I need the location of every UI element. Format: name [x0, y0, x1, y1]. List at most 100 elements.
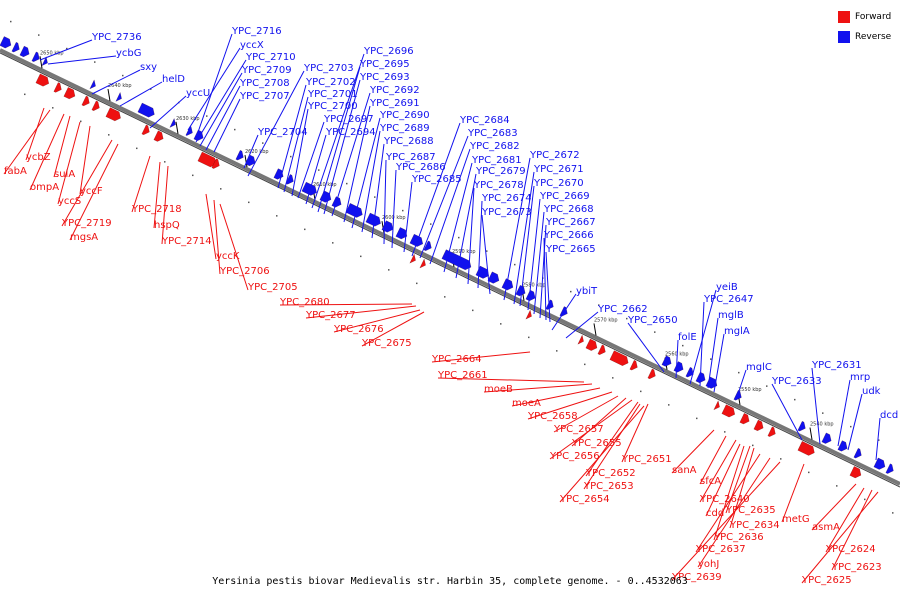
- tick-label: 2590 kbp: [452, 249, 476, 255]
- gene-label: YPC_2688: [383, 136, 434, 147]
- gene-label: YPC_2674: [481, 193, 532, 204]
- forward-gene: [419, 258, 426, 269]
- leader-line: [455, 173, 477, 279]
- gene-label: cdd: [706, 508, 724, 519]
- reverse-gene: [685, 366, 694, 378]
- spacer-dot: [738, 371, 740, 374]
- spacer-dot: [304, 228, 306, 231]
- tick-label: 2620 kbp: [245, 149, 269, 155]
- reverse-gene: [853, 447, 862, 459]
- leader-line: [705, 443, 741, 517]
- forward-swatch: [838, 11, 850, 23]
- gene-label: YPC_2681: [471, 155, 522, 166]
- spacer-dot: [416, 282, 418, 285]
- gene-label: udk: [862, 386, 881, 397]
- reverse-gene: [797, 420, 806, 432]
- reverse-gene: [0, 36, 12, 49]
- spacer-dot: [794, 398, 796, 401]
- gene-label: moeA: [512, 398, 541, 409]
- gene-label: mglB: [718, 310, 744, 321]
- gene-label: YPC_2670: [533, 178, 584, 189]
- gene-label: YPC_2719: [61, 218, 112, 229]
- gene-label: YPC_2624: [825, 544, 876, 555]
- leader-line: [431, 351, 531, 363]
- gene-label: yohJ: [698, 559, 719, 570]
- leader-line: [411, 122, 461, 257]
- reverse-gene: [41, 55, 48, 67]
- spacer-dot: [458, 236, 460, 239]
- gene-label: sulA: [54, 169, 75, 180]
- gene-label: fabA: [4, 166, 27, 177]
- genome-caption: Yersinia pestis biovar Medievalis str. H…: [212, 576, 688, 587]
- tick-label: 2650 kbp: [40, 50, 64, 56]
- spacer-dot: [38, 34, 40, 36]
- gene-label: YPC_2703: [303, 63, 354, 74]
- gene-label: YPC_2666: [543, 230, 594, 241]
- gene-label: YPC_2658: [527, 411, 578, 422]
- forward-gene: [525, 309, 532, 320]
- leader-line: [699, 435, 727, 485]
- reverse-gene: [821, 432, 832, 444]
- spacer-dot: [626, 317, 628, 320]
- gene-label: YPC_2709: [241, 65, 292, 76]
- tick-mark: [39, 56, 43, 69]
- leader-line: [371, 143, 385, 239]
- reverse-gene: [673, 361, 684, 373]
- gene-label: YPC_2657: [553, 424, 604, 435]
- leader-line: [383, 159, 387, 245]
- gene-label: YPC_2680: [279, 297, 330, 308]
- spacer-dot: [192, 174, 194, 177]
- spacer-dot: [864, 498, 866, 501]
- spacer-dot: [108, 134, 110, 136]
- leader-line: [351, 117, 381, 229]
- gene-label: YPC_2647: [703, 294, 754, 305]
- leader-line: [305, 134, 327, 205]
- reverse-gene: [837, 440, 848, 452]
- genome-axis: [0, 48, 900, 486]
- spacer-dot: [640, 390, 642, 393]
- gene-label: yccK: [216, 251, 240, 262]
- reverse-gene: [525, 289, 536, 302]
- gene-label: helD: [162, 74, 185, 85]
- leader-line: [811, 483, 857, 531]
- reverse-gene: [487, 271, 500, 284]
- leader-line: [477, 200, 483, 289]
- gene-label: YPC_2654: [559, 494, 610, 505]
- gene-label: YPC_2700: [307, 101, 358, 112]
- gene-label: YPC_2672: [529, 150, 580, 161]
- reverse-gene: [89, 79, 96, 90]
- spacer-dot: [122, 74, 124, 77]
- leader-line: [699, 439, 737, 503]
- reverse-gene: [235, 149, 244, 161]
- gene-label: YPC_2631: [811, 360, 862, 371]
- tick-mark: [381, 221, 385, 234]
- spacer-dot: [164, 161, 166, 163]
- leader-line: [149, 95, 187, 129]
- leader-line: [219, 203, 249, 291]
- tick-label: 2630 kbp: [176, 116, 200, 122]
- gene-label: YPC_2676: [333, 324, 384, 335]
- leader-line: [243, 134, 259, 169]
- leader-line: [311, 53, 365, 209]
- leader-line: [713, 333, 725, 393]
- gene-label: YPC_2651: [621, 454, 672, 465]
- spacer-dot: [136, 147, 138, 150]
- spacer-dot: [248, 201, 250, 204]
- reverse-gene: [285, 174, 294, 185]
- spacer-dot: [94, 61, 96, 63]
- leader-line: [689, 289, 717, 385]
- leader-line: [419, 135, 469, 259]
- gene-label: YPC_2662: [597, 304, 648, 315]
- leader-line: [429, 148, 471, 265]
- gene-features: [0, 36, 894, 479]
- tick-label: 2570 kbp: [594, 317, 618, 323]
- legend: Forward Reverse: [838, 9, 891, 49]
- leader-line: [811, 367, 821, 445]
- leader-line: [847, 393, 863, 451]
- reverse-gene: [169, 117, 176, 128]
- gene-label: mglA: [724, 326, 750, 337]
- leader-line: [729, 447, 755, 529]
- gene-label: YPC_2673: [481, 207, 532, 218]
- forward-gene: [721, 404, 736, 418]
